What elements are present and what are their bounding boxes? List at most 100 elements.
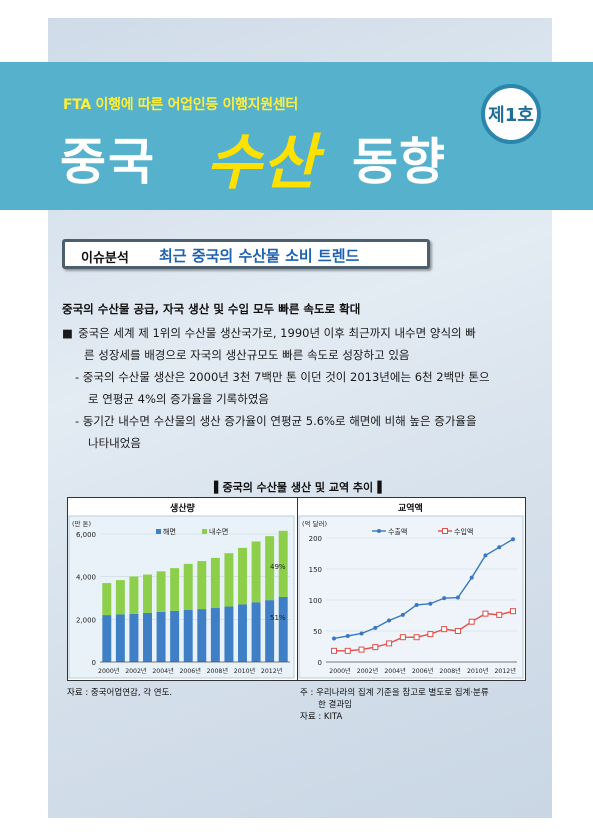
y-tick-label: 0 — [318, 659, 322, 667]
x-tick-label: 2012년 — [495, 667, 517, 675]
point-수출액-2000 — [332, 636, 336, 641]
bar-내수면-2001 — [115, 580, 125, 615]
y-tick-label: 6,000 — [76, 531, 96, 539]
point-수입액-2007 — [427, 631, 434, 638]
bar-내수면-2013 — [278, 530, 288, 597]
y-tick-label: 4,000 — [76, 574, 96, 582]
point-수입액-2005 — [399, 634, 406, 641]
point-수입액-2004 — [386, 640, 393, 647]
point-수출액-2013 — [511, 537, 515, 542]
bar-내수면-2007 — [197, 561, 207, 610]
y-tick-label: 2,000 — [76, 616, 96, 624]
bar-해면-2011 — [251, 602, 261, 662]
y-axis-unit: (억 달러) — [302, 519, 327, 528]
bullet-marker: ■ — [62, 326, 73, 340]
bar-해면-2003 — [143, 612, 152, 662]
point-수입액-2001 — [344, 647, 351, 654]
x-tick-label: 2002년 — [357, 667, 379, 675]
y-tick-label: 0 — [92, 659, 96, 667]
bullet-line-2: 른 성장세를 배경으로 자국의 생산규모도 빠른 속도로 성장하고 있음 — [84, 348, 410, 362]
trade-chart: 0 50 100 150 200 (억 달러) 2000년 2002년 2004년 2006년 20… — [298, 515, 524, 679]
bar-해면-2007 — [197, 609, 207, 662]
production-chart: 0 2,000 4,000 6,000 (만 톤) 2000년 2002년 2004년 2006… — [68, 515, 295, 679]
sub-item-2-line-2: 나타내었음 — [88, 436, 141, 450]
legend-marker-수입액 — [442, 528, 448, 534]
section-header: 이슈분석 최근 중국의 수산물 소비 트렌드 — [62, 239, 430, 269]
y-tick-label: 150 — [309, 566, 322, 574]
bar-해면-2010 — [238, 604, 247, 662]
section-title: 최근 중국의 수산물 소비 트렌드 — [159, 247, 360, 265]
x-tick-label: 2006년 — [179, 667, 201, 675]
bar-내수면-2009 — [224, 553, 234, 607]
x-tick-label: 2004년 — [384, 667, 406, 675]
point-수출액-2010 — [469, 575, 474, 580]
bar-해면-2000 — [102, 615, 112, 662]
x-tick-label: 2010년 — [467, 667, 489, 675]
bar-해면-2004 — [156, 611, 166, 662]
bar-내수면-2000 — [102, 583, 112, 616]
point-수출액-2009 — [455, 595, 460, 600]
figure-title: ▌중국의 수산물 생산 및 교역 추이▐ — [214, 481, 382, 494]
annotation-marine-share: 51% — [270, 614, 286, 622]
note-right-line-1: 주 : 우리나라의 집계 기준을 참고로 별도로 집계·분류 — [300, 688, 489, 698]
point-수입액-2002 — [358, 646, 365, 653]
x-tick-label: 2010년 — [234, 667, 256, 675]
title-part-china: 중국 — [60, 133, 156, 191]
point-수출액-2007 — [428, 601, 433, 606]
title-part-fishery: 수산 — [206, 128, 319, 198]
point-수출액-2001 — [345, 633, 350, 638]
x-tick-label: 2008년 — [207, 667, 229, 675]
point-수입액-2008 — [441, 626, 448, 633]
y-tick-label: 200 — [309, 535, 322, 543]
legend-label: 내수면 — [209, 527, 228, 536]
point-수입액-2009 — [454, 628, 461, 634]
bullet-line-1: 중국은 세계 제 1위의 수산물 생산국가로, 1990년 이후 최근까지 내수… — [78, 326, 476, 340]
point-수입액-2013 — [510, 608, 516, 615]
point-수입액-2006 — [413, 634, 420, 641]
x-tick-label: 2002년 — [125, 667, 147, 675]
annotation-inland-share: 49% — [270, 563, 286, 571]
point-수입액-2012 — [496, 611, 503, 618]
bar-해면-2012 — [265, 600, 275, 662]
x-tick-label: 2006년 — [412, 667, 434, 675]
x-tick-label: 2008년 — [439, 667, 461, 675]
charts-divider — [297, 497, 298, 681]
x-tick-label: 2000년 — [98, 667, 120, 675]
bar-내수면-2002 — [129, 576, 139, 614]
bar-내수면-2006 — [183, 563, 193, 610]
bar-해면-2002 — [129, 613, 139, 662]
point-수입액-2011 — [482, 610, 489, 617]
point-수출액-2003 — [373, 625, 378, 630]
headline: 중국의 수산물 공급, 자국 생산 및 수입 모두 빠른 속도로 확대 — [62, 302, 361, 316]
y-tick-label: 50 — [313, 628, 322, 636]
point-수입액-2000 — [331, 647, 337, 654]
x-tick-label: 2012년 — [261, 667, 283, 675]
x-tick-label: 2004년 — [152, 667, 174, 675]
bar-해면-2009 — [224, 606, 234, 662]
source-right: 자료 : KITA — [300, 712, 343, 722]
bar-해면-2005 — [170, 610, 180, 662]
left-panel-title: 생산량 — [170, 504, 195, 514]
sub-item-2-line-1: - 동기간 내수면 수산물의 생산 증가율이 연평균 5.6%로 해면에 비해 … — [75, 414, 477, 428]
y-tick-label: 100 — [309, 597, 322, 605]
bar-내수면-2005 — [170, 568, 180, 611]
bar-내수면-2003 — [143, 574, 152, 613]
right-panel-title: 교역액 — [398, 504, 423, 514]
bar-내수면-2010 — [238, 547, 247, 605]
sub-item-1-line-2: 로 연평균 4%의 증가율을 기록하였음 — [88, 392, 269, 406]
bar-해면-2001 — [115, 614, 125, 662]
point-수출액-2008 — [442, 596, 447, 601]
legend-label: 수출액 — [388, 527, 407, 536]
source-left: 자료 : 중국어업연감, 각 연도. — [67, 688, 173, 698]
section-label: 이슈분석 — [81, 251, 129, 266]
bar-내수면-2012 — [265, 536, 275, 601]
bar-내수면-2008 — [210, 557, 220, 609]
point-수입액-2003 — [372, 644, 379, 651]
point-수출액-2004 — [387, 618, 392, 623]
banner-subtitle: FTA 이행에 따른 어업인등 이행지원센터 — [63, 97, 298, 113]
issue-number-badge: 제1호 — [481, 84, 541, 144]
bar-내수면-2011 — [251, 541, 261, 603]
legend-label: 해면 — [163, 527, 176, 536]
point-수출액-2006 — [414, 602, 419, 607]
legend-marker-수출액 — [377, 529, 381, 533]
